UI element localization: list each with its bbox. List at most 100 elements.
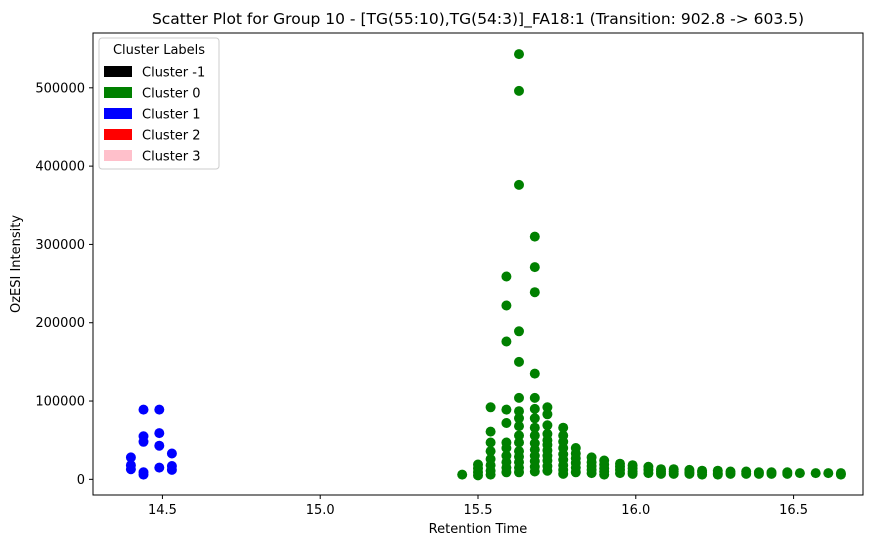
data-point bbox=[154, 428, 165, 439]
data-point bbox=[823, 468, 834, 479]
data-point bbox=[514, 326, 524, 337]
x-tick-label: 15.0 bbox=[306, 503, 335, 518]
data-point bbox=[668, 468, 679, 479]
legend-swatch bbox=[104, 66, 132, 77]
data-point bbox=[529, 422, 540, 433]
x-tick-label: 14.5 bbox=[148, 503, 177, 518]
data-point bbox=[529, 368, 540, 379]
data-point bbox=[154, 440, 165, 451]
data-point bbox=[125, 464, 136, 475]
data-point bbox=[166, 448, 177, 459]
legend-title: Cluster Labels bbox=[113, 43, 205, 58]
data-point bbox=[514, 430, 524, 441]
data-point bbox=[457, 469, 468, 480]
data-point bbox=[558, 422, 569, 433]
data-point bbox=[542, 409, 553, 420]
data-point bbox=[514, 421, 524, 432]
data-point bbox=[125, 452, 136, 463]
legend-swatch bbox=[104, 108, 132, 119]
y-tick-label: 0 bbox=[77, 473, 85, 488]
data-point bbox=[501, 404, 512, 415]
data-point bbox=[542, 465, 553, 476]
data-point bbox=[514, 179, 524, 190]
data-point bbox=[138, 436, 149, 447]
y-axis: 0 100000 200000 300000 400000 500000 bbox=[35, 81, 93, 488]
data-point bbox=[501, 336, 512, 347]
x-tick-label: 16.5 bbox=[779, 503, 808, 518]
data-point bbox=[529, 413, 540, 424]
data-point bbox=[741, 468, 752, 479]
data-point bbox=[794, 468, 805, 479]
data-point bbox=[485, 469, 496, 480]
legend-entry-label: Cluster 0 bbox=[142, 87, 201, 102]
data-point bbox=[558, 468, 569, 479]
y-tick-label: 500000 bbox=[35, 81, 85, 96]
data-point bbox=[501, 467, 512, 478]
data-point bbox=[514, 406, 524, 417]
data-point bbox=[753, 468, 764, 479]
legend-entry-label: Cluster 1 bbox=[142, 108, 201, 123]
data-point bbox=[529, 287, 540, 298]
data-point bbox=[586, 468, 597, 479]
data-point bbox=[166, 464, 177, 475]
data-point bbox=[529, 392, 540, 403]
y-tick-label: 100000 bbox=[35, 395, 85, 410]
data-point bbox=[697, 469, 708, 480]
data-point bbox=[514, 49, 524, 60]
legend-entry-label: Cluster 2 bbox=[142, 129, 201, 144]
data-point bbox=[473, 470, 483, 481]
data-point bbox=[643, 468, 654, 479]
data-point bbox=[514, 413, 524, 424]
x-axis: 14.5 15.0 15.5 16.0 16.5 bbox=[148, 495, 808, 518]
y-tick-label: 300000 bbox=[35, 238, 85, 253]
data-point bbox=[501, 300, 512, 311]
x-tick-label: 16.0 bbox=[621, 503, 650, 518]
data-point bbox=[514, 437, 524, 448]
legend-entry-label: Cluster 3 bbox=[142, 150, 201, 165]
data-point bbox=[542, 420, 553, 431]
data-point bbox=[766, 468, 777, 479]
data-point bbox=[529, 430, 540, 441]
data-point bbox=[501, 271, 512, 282]
legend-entry-label: Cluster -1 bbox=[142, 66, 205, 81]
data-point bbox=[485, 446, 496, 457]
data-point bbox=[684, 468, 695, 479]
data-point bbox=[501, 418, 512, 428]
y-tick-label: 400000 bbox=[35, 160, 85, 175]
x-axis-title: Retention Time bbox=[429, 522, 528, 537]
data-point bbox=[725, 468, 736, 479]
data-point bbox=[615, 468, 625, 479]
data-point bbox=[501, 443, 512, 453]
y-tick-label: 200000 bbox=[35, 316, 85, 331]
data-point bbox=[835, 469, 846, 480]
data-point bbox=[542, 402, 553, 413]
data-point bbox=[810, 468, 821, 479]
data-point bbox=[154, 404, 165, 415]
legend-swatch bbox=[104, 87, 132, 98]
data-point bbox=[514, 467, 524, 478]
data-point bbox=[656, 468, 666, 479]
data-point bbox=[529, 262, 540, 273]
data-point bbox=[514, 392, 524, 403]
y-axis-title: OzESI Intensity bbox=[9, 215, 24, 313]
legend-swatch bbox=[104, 129, 132, 140]
data-point bbox=[627, 468, 638, 479]
chart-title: Scatter Plot for Group 10 - [TG(55:10),T… bbox=[152, 10, 804, 29]
x-tick-label: 15.5 bbox=[464, 503, 493, 518]
plot-area bbox=[125, 49, 846, 481]
data-point bbox=[599, 469, 610, 480]
data-point bbox=[529, 466, 540, 477]
data-point bbox=[782, 468, 793, 479]
legend: Cluster Labels Cluster -1 Cluster 0 Cluster… bbox=[98, 37, 220, 170]
data-point bbox=[485, 402, 496, 413]
data-point bbox=[529, 231, 540, 242]
data-point bbox=[529, 403, 540, 414]
data-point bbox=[514, 85, 524, 96]
data-point bbox=[570, 467, 581, 478]
data-point bbox=[138, 404, 149, 415]
data-point bbox=[138, 469, 149, 480]
data-point bbox=[485, 426, 496, 437]
data-point bbox=[514, 356, 524, 367]
